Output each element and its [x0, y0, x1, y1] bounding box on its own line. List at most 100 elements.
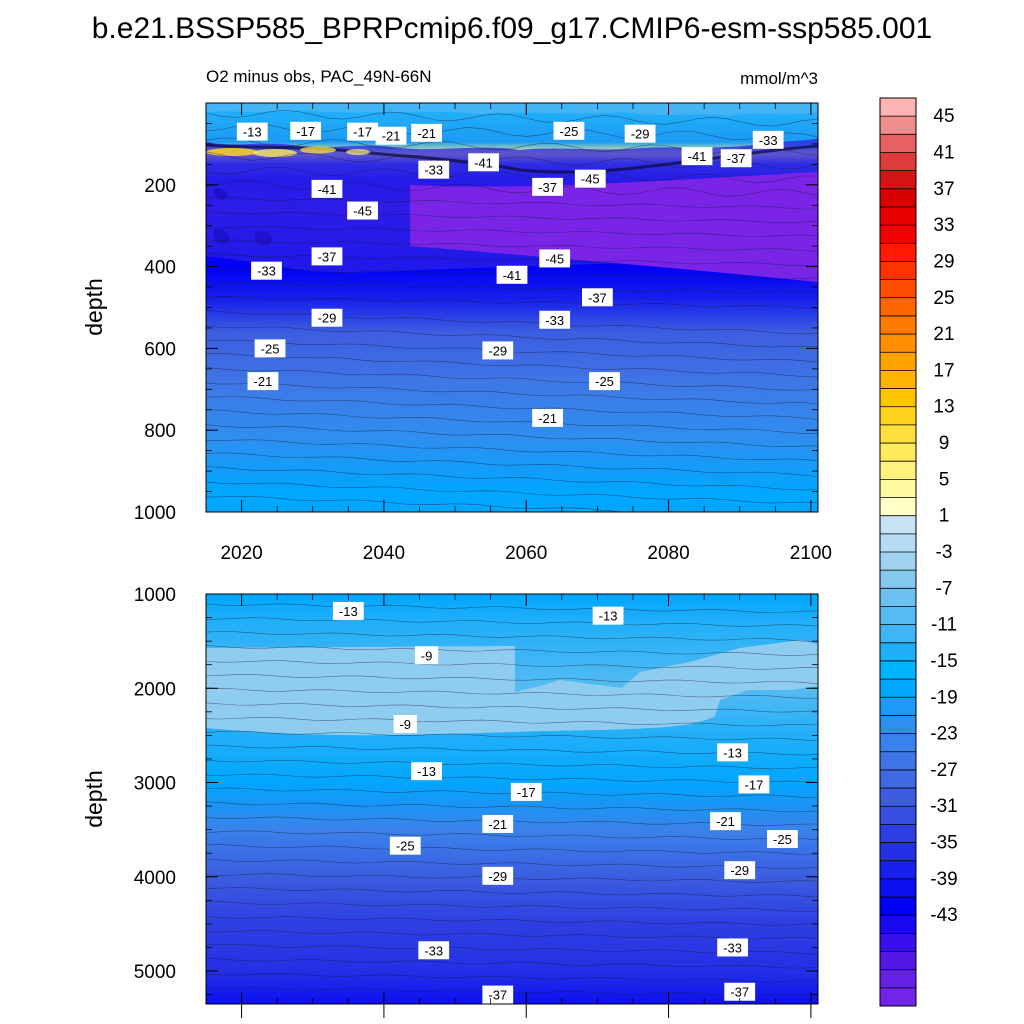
- contour-label-text: -33: [424, 163, 443, 178]
- isoline: [206, 830, 818, 841]
- contour-label-box: [720, 149, 752, 168]
- contour-label-box: [482, 866, 514, 885]
- colorbar-swatch: [880, 406, 916, 426]
- colorbar-tick-label: -39: [930, 869, 957, 890]
- upper-panel-title: O2 minus obs, PAC_49N-66N: [206, 67, 432, 86]
- isoline: [206, 452, 818, 477]
- contour-label-text: -37: [318, 249, 337, 264]
- isoline: [206, 253, 818, 267]
- upper-ylabel: depth: [81, 278, 107, 336]
- isoline: [206, 409, 818, 434]
- colorbar-tick-label: 29: [933, 251, 954, 272]
- contour-label-box: [389, 836, 421, 855]
- isoline: [206, 687, 818, 699]
- contour-label-text: -37: [588, 290, 607, 305]
- colorbar-swatch: [880, 515, 916, 535]
- contour-label: -29: [311, 308, 343, 327]
- contour-label-text: -33: [723, 940, 742, 955]
- colorbar-swatch: [880, 933, 916, 952]
- y-tick-label: 1000: [134, 503, 176, 524]
- isoline: [206, 773, 818, 784]
- contour-label: -41: [468, 153, 499, 172]
- colorbar-tick-label: 17: [933, 360, 954, 381]
- colorbar: 45 41 37 33 29 25 21 17 13 9 5 1 -3 -7 -11 -15 -19 -23 -27…: [879, 97, 958, 1007]
- colorbar-tick-label: -23: [930, 724, 957, 745]
- colorbar-tick-label: -43: [930, 905, 957, 926]
- contour-label-box: [532, 177, 563, 196]
- contour-label: -25: [767, 830, 798, 849]
- colorbar-tick-label: 1: [939, 506, 950, 527]
- colorbar-swatch: [880, 152, 916, 172]
- isoline: [206, 109, 818, 127]
- contour-label-text: -9: [421, 648, 433, 663]
- isoline: [206, 367, 818, 391]
- contour-label-text: -37: [488, 988, 507, 1003]
- violet-min-region: [410, 172, 818, 282]
- isoline: [206, 957, 818, 969]
- contour-label: -13: [332, 601, 364, 620]
- upper-contour-labels: -13 -17 -17 -21 -21 -33 -41 -37 -25 -45 -29 -41 -37 -…: [236, 121, 784, 427]
- colorbar-swatch: [880, 969, 916, 989]
- contour-label: -13: [236, 122, 268, 141]
- isoline: [206, 225, 818, 237]
- contour-label: -13: [411, 762, 443, 781]
- colorbar-swatch: [880, 897, 916, 916]
- colorbar-swatch: [880, 570, 916, 589]
- contour-label-text: -25: [261, 341, 280, 356]
- colorbar-swatch: [880, 606, 916, 626]
- contour-label: -13: [717, 743, 749, 762]
- y-tick-label: 800: [144, 421, 176, 442]
- colorbar-tick-label: 5: [939, 469, 950, 490]
- contour-label: -33: [418, 160, 450, 179]
- colorbar-swatch: [880, 878, 916, 898]
- contour-label: -9: [415, 646, 439, 665]
- isoline: [206, 396, 818, 420]
- colorbar-swatch: [880, 860, 916, 880]
- colorbar-swatch: [880, 824, 916, 843]
- contour-label: -25: [553, 121, 585, 140]
- contour-label-box: [482, 341, 514, 360]
- y-tick-label: 600: [144, 339, 176, 360]
- contour-label-text: -33: [257, 264, 276, 279]
- colorbar-swatch: [880, 715, 916, 734]
- colorbar-tick-label: -27: [930, 760, 957, 781]
- colorbar-swatch: [880, 424, 916, 444]
- y-tick-label: 200: [144, 176, 176, 197]
- contour-label-box: [681, 147, 713, 166]
- contour-label: -41: [681, 147, 713, 166]
- contour-label-text: -21: [538, 411, 557, 426]
- isoline: [206, 424, 818, 447]
- colorbar-tick-label: 21: [933, 324, 954, 345]
- contour-label-text: -17: [296, 124, 315, 139]
- contour-label-text: -21: [417, 126, 436, 141]
- contour-label-box: [710, 812, 741, 831]
- contour-label-box: [311, 247, 343, 266]
- colorbar-frame: [879, 97, 917, 1007]
- colorbar-swatch: [880, 533, 916, 553]
- colorbar-swatch: [880, 733, 916, 753]
- colorbar-swatch: [880, 951, 916, 971]
- contour-label-text: -29: [488, 343, 507, 358]
- contour-label: -21: [411, 123, 443, 142]
- contour-label-box: [415, 646, 439, 665]
- contour-label-text: -33: [424, 943, 443, 958]
- contour-label: -45: [574, 169, 606, 188]
- contour-label-box: [510, 782, 542, 801]
- contour-label-text: -17: [745, 777, 764, 792]
- contour-label: -17: [347, 122, 378, 141]
- contour-label: -41: [311, 179, 343, 198]
- y-tick-label: 4000: [134, 868, 176, 889]
- colorbar-swatch: [880, 987, 916, 1007]
- isoline: [206, 660, 818, 670]
- colorbar-swatch: [880, 243, 916, 262]
- contour-label-text: -45: [545, 251, 564, 266]
- isoline: [206, 801, 818, 813]
- isoline: [206, 310, 818, 335]
- contour-label-box: [724, 982, 756, 1001]
- isoline: [206, 887, 818, 898]
- colorbar-swatch: [880, 660, 916, 680]
- contour-label: -33: [418, 941, 450, 960]
- x-tick-label: 2020: [220, 543, 262, 564]
- contour-label: -45: [539, 249, 571, 268]
